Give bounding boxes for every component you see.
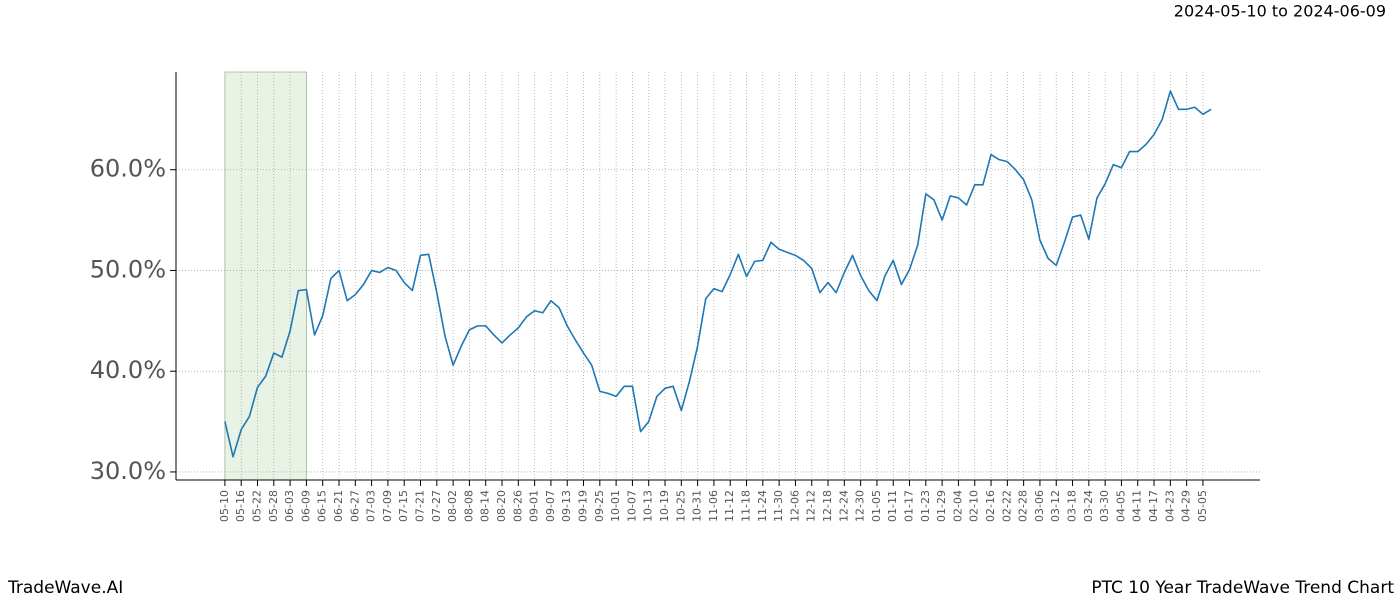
- x-tick-label: 08-08: [462, 490, 475, 522]
- x-tick-label: 01-29: [935, 490, 948, 522]
- x-tick-label: 08-02: [446, 490, 459, 522]
- x-tick-label: 03-24: [1082, 490, 1095, 522]
- x-tick-label: 02-16: [984, 490, 997, 522]
- x-tick-label: 12-24: [837, 490, 850, 522]
- x-tick-label: 07-21: [414, 490, 427, 522]
- x-tick-label: 09-01: [528, 490, 541, 522]
- x-tick-label: 03-18: [1066, 490, 1079, 522]
- x-tick-label: 10-07: [625, 490, 638, 522]
- x-tick-label: 05-10: [218, 490, 231, 522]
- x-tick-label: 04-23: [1163, 490, 1176, 522]
- x-tick-label: 01-17: [903, 490, 916, 522]
- x-tick-label: 09-07: [544, 490, 557, 522]
- x-tick-label: 10-19: [658, 490, 671, 522]
- y-tick-label: 30.0%: [90, 457, 166, 485]
- x-tick-label: 12-06: [788, 490, 801, 522]
- x-tick-label: 07-03: [365, 490, 378, 522]
- x-tick-label: 05-28: [267, 490, 280, 522]
- chart-title: 2024-05-10 to 2024-06-09: [1174, 2, 1386, 21]
- x-tick-label: 11-24: [756, 490, 769, 522]
- x-tick-label: 06-15: [316, 490, 329, 522]
- x-tick-label: 07-09: [381, 490, 394, 522]
- x-tick-label: 08-20: [495, 490, 508, 522]
- x-tick-label: 06-27: [348, 490, 361, 522]
- x-tick-label: 11-18: [740, 490, 753, 522]
- x-tick-label: 03-30: [1098, 490, 1111, 522]
- x-tick-label: 09-19: [577, 490, 590, 522]
- x-tick-label: 04-11: [1131, 490, 1144, 522]
- x-tick-label: 07-27: [430, 490, 443, 522]
- x-tick-label: 06-21: [332, 490, 345, 522]
- y-tick-label: 50.0%: [90, 255, 166, 283]
- x-tick-label: 12-12: [805, 490, 818, 522]
- x-tick-label: 06-09: [299, 490, 312, 522]
- x-tick-label: 05-16: [234, 490, 247, 522]
- x-tick-label: 10-25: [674, 490, 687, 522]
- trend-line: [224, 90, 1212, 458]
- x-tick-label: 12-18: [821, 490, 834, 522]
- footer-right: PTC 10 Year TradeWave Trend Chart: [1091, 578, 1394, 598]
- x-tick-label: 04-29: [1180, 490, 1193, 522]
- x-tick-label: 08-26: [511, 490, 524, 522]
- x-tick-label: 06-03: [283, 490, 296, 522]
- x-tick-label: 11-12: [723, 490, 736, 522]
- x-tick-label: 05-22: [251, 490, 264, 522]
- y-tick-label: 60.0%: [90, 155, 166, 183]
- x-tick-label: 11-06: [707, 490, 720, 522]
- x-tick-label: 09-13: [560, 490, 573, 522]
- x-tick-label: 02-28: [1017, 490, 1030, 522]
- x-tick-label: 10-01: [609, 490, 622, 522]
- x-tick-label: 05-05: [1196, 490, 1209, 522]
- x-tick-label: 01-11: [886, 490, 899, 522]
- x-tick-label: 01-23: [919, 490, 932, 522]
- x-tick-label: 02-22: [1000, 490, 1013, 522]
- footer-left: TradeWave.AI: [7, 578, 123, 598]
- x-tick-label: 01-05: [870, 490, 883, 522]
- x-tick-label: 04-05: [1114, 490, 1127, 522]
- x-tick-label: 10-31: [691, 490, 704, 522]
- y-tick-label: 40.0%: [90, 356, 166, 384]
- x-tick-label: 02-10: [968, 490, 981, 522]
- x-tick-label: 11-30: [772, 490, 785, 522]
- x-tick-label: 08-14: [479, 490, 492, 522]
- x-tick-label: 10-13: [642, 490, 655, 522]
- x-tick-label: 09-25: [593, 490, 606, 522]
- x-tick-label: 03-12: [1049, 490, 1062, 522]
- x-tick-label: 12-30: [854, 490, 867, 522]
- highlight-band: [224, 71, 307, 481]
- x-tick-label: 02-04: [951, 490, 964, 522]
- x-tick-label: 04-17: [1147, 490, 1160, 522]
- x-tick-label: 07-15: [397, 490, 410, 522]
- x-tick-label: 03-06: [1033, 490, 1046, 522]
